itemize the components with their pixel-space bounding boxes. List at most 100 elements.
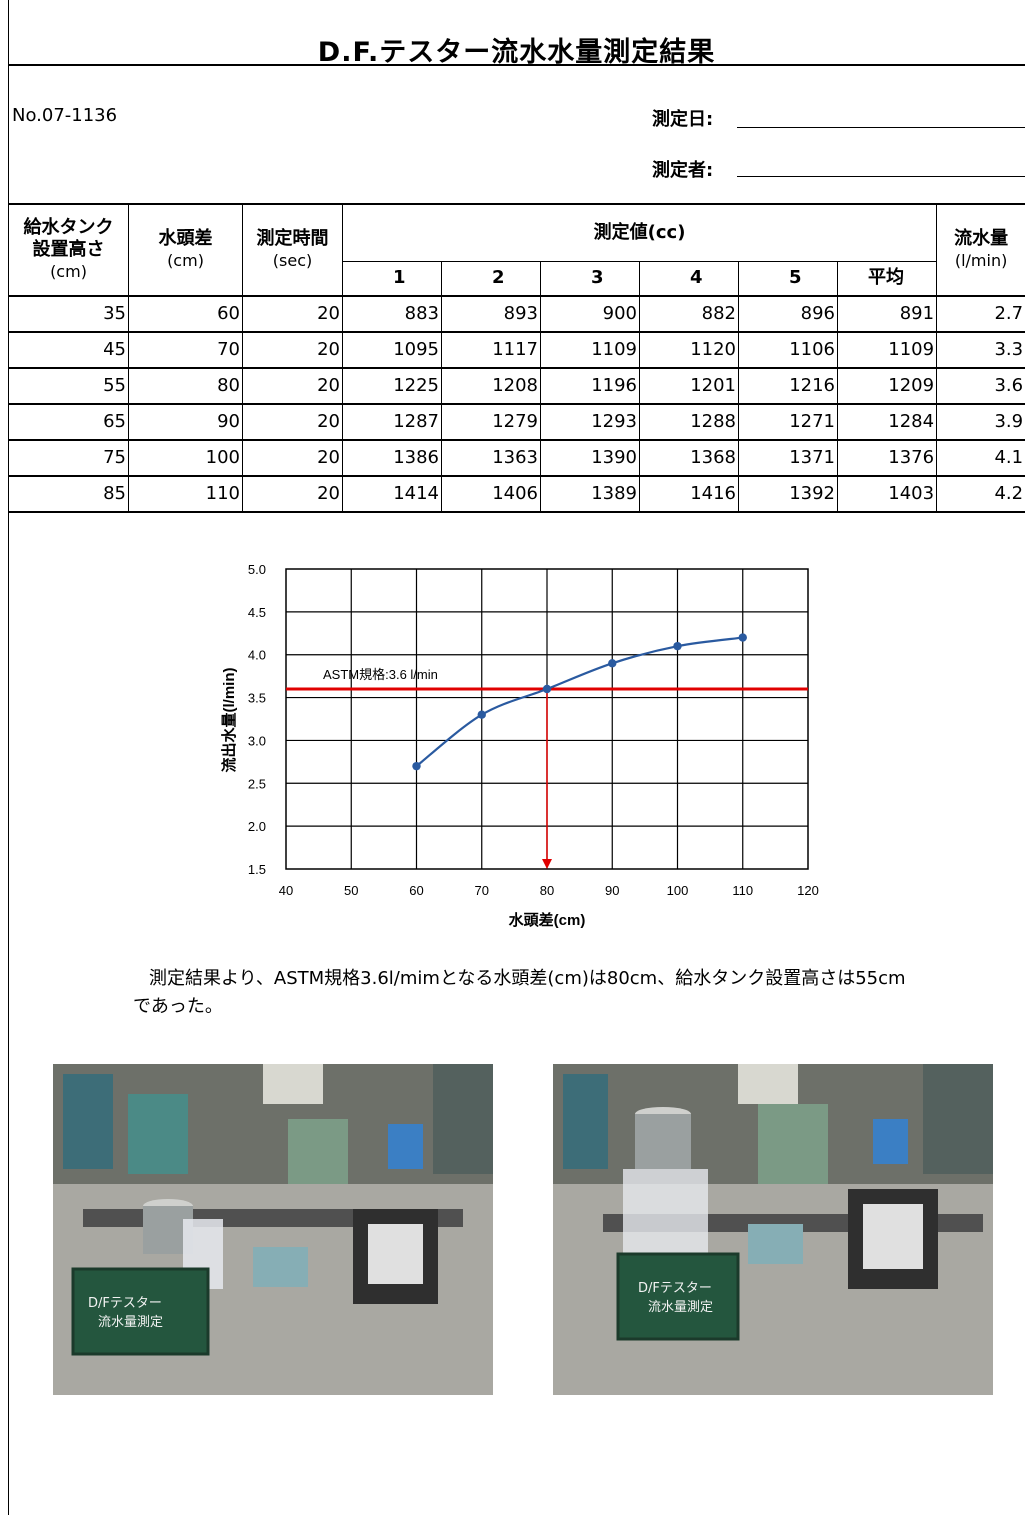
page-frame <box>8 0 9 1515</box>
table-cell: 75 <box>8 438 129 476</box>
table-cell: 70 <box>128 330 243 368</box>
photo-1-board-line-1: D/Fテスター <box>88 1296 162 1311</box>
table-row: 75 100 20 1386 1363 1390 1368 1371 1376 4.1 <box>8 438 1025 476</box>
table-row: 85 110 20 1414 1406 1389 1416 1392 1403 4.2 <box>8 474 1025 512</box>
table-cell: 896 <box>738 294 838 332</box>
table-cell: 1106 <box>738 330 838 368</box>
y-tick-label: 1.5 <box>248 862 266 877</box>
date-field-line <box>737 127 1025 128</box>
header-tank-height: 給水タンク設置高さ (cm) <box>8 203 129 296</box>
table-cell: 1271 <box>738 402 838 440</box>
x-tick-label: 40 <box>279 883 293 898</box>
chart-series <box>412 633 747 771</box>
header-tank-height-label: 給水タンク設置高さ <box>23 216 114 260</box>
y-tick-label: 2.5 <box>248 776 266 791</box>
table-cell: 35 <box>8 294 129 332</box>
photo-test-setup-1: D/Fテスター 流水量測定 <box>53 1064 493 1395</box>
header-measured: 測定値(cc) <box>341 203 938 262</box>
table-row: 55 80 20 1225 1208 1196 1201 1216 1209 3.6 <box>8 366 1025 404</box>
table-cell: 1371 <box>738 438 838 476</box>
table-cell: 1414 <box>342 474 442 512</box>
document-number: No.07-1136 <box>12 105 118 126</box>
table-cell: 3.9 <box>936 402 1025 440</box>
table-cell: 1363 <box>441 438 541 476</box>
table-cell: 900 <box>540 294 640 332</box>
header-trial-1: 1 <box>342 260 442 296</box>
x-axis-label: 水頭差(cm) <box>509 911 586 929</box>
header-trial-2: 2 <box>441 260 541 296</box>
table-cell: 80 <box>128 366 243 404</box>
y-tick-label: 3.0 <box>248 733 266 748</box>
photo-2-board-line-2: 流水量測定 <box>648 1300 713 1315</box>
y-tick-label: 2.0 <box>248 819 266 834</box>
table-cell: 4.2 <box>936 474 1025 512</box>
flow-data-point <box>608 659 617 668</box>
header-time: 測定時間 (sec) <box>242 203 343 296</box>
header-flow-unit: (l/min) <box>954 250 1008 270</box>
table-cell: 883 <box>342 294 442 332</box>
table-cell: 3.6 <box>936 366 1025 404</box>
photo-test-setup-2: D/Fテスター 流水量測定 <box>553 1064 993 1395</box>
measurement-table: 給水タンク設置高さ (cm) 水頭差 (cm) 測定時間 (sec) 測定値(c… <box>8 203 1025 513</box>
header-average: 平均 <box>836 260 938 296</box>
drop-arrow-head <box>542 859 552 869</box>
table-body: 35 60 20 883 893 900 882 896 891 2.7 45 70 20 1095 111… <box>8 294 1025 512</box>
table-cell: 20 <box>242 438 343 476</box>
flow-data-point <box>477 710 486 719</box>
table-cell: 1368 <box>639 438 739 476</box>
table-row: 35 60 20 883 893 900 882 896 891 2.7 <box>8 294 1025 332</box>
table-cell: 891 <box>836 294 938 332</box>
table-cell: 1279 <box>441 402 541 440</box>
photo-1-board-line-2: 流水量測定 <box>98 1315 163 1330</box>
title-divider <box>8 64 1025 66</box>
table-cell: 20 <box>242 294 343 332</box>
x-tick-label: 60 <box>409 883 423 898</box>
table-cell: 4.1 <box>936 438 1025 476</box>
table-cell: 1416 <box>639 474 739 512</box>
x-tick-label: 120 <box>797 883 819 898</box>
y-tick-label: 4.5 <box>248 605 266 620</box>
header-flow: 流水量 (l/min) <box>936 203 1025 296</box>
table-cell: 893 <box>441 294 541 332</box>
table-cell: 1287 <box>342 402 442 440</box>
table-cell: 2.7 <box>936 294 1025 332</box>
header-tank-height-unit: (cm) <box>50 261 87 281</box>
header-time-label: 測定時間 <box>256 227 329 249</box>
x-tick-label: 80 <box>540 883 554 898</box>
flow-series-line <box>415 636 743 768</box>
flow-chart-svg: 40 50 60 70 80 90 100 110 120 5.0 4.5 4.0 3.5 3.0 2.5 2… <box>220 562 819 929</box>
table-cell: 20 <box>242 474 343 512</box>
y-tick-label: 3.5 <box>248 691 266 706</box>
header-trial-5: 5 <box>738 260 838 296</box>
table-cell: 1117 <box>441 330 541 368</box>
table-cell: 3.3 <box>936 330 1025 368</box>
table-cell: 882 <box>639 294 739 332</box>
table-cell: 1288 <box>639 402 739 440</box>
reference-line-label: ASTM規格:3.6 l/min <box>323 667 438 682</box>
x-tick-label: 110 <box>732 883 753 898</box>
chart-ticks: 40 50 60 70 80 90 100 110 120 5.0 4.5 4.0 3.5 3.0 2.5 2… <box>248 562 819 898</box>
table-cell: 1284 <box>836 402 938 440</box>
table-cell: 100 <box>128 438 243 476</box>
table-cell: 1109 <box>836 330 938 368</box>
table-cell: 1386 <box>342 438 442 476</box>
table-cell: 65 <box>8 402 129 440</box>
table-cell: 1389 <box>540 474 640 512</box>
header-trial-4: 4 <box>639 260 739 296</box>
table-row: 65 90 20 1287 1279 1293 1288 1271 1284 3.9 <box>8 402 1025 440</box>
y-tick-label: 4.0 <box>248 648 266 663</box>
header-head-diff: 水頭差 (cm) <box>128 203 243 296</box>
table-cell: 1406 <box>441 474 541 512</box>
header-time-unit: (sec) <box>272 250 313 270</box>
table-cell: 1403 <box>836 474 938 512</box>
y-tick-label: 5.0 <box>248 562 266 577</box>
table-cell: 20 <box>242 330 343 368</box>
table-cell: 1109 <box>540 330 640 368</box>
x-tick-label: 90 <box>605 883 619 898</box>
flow-data-point <box>738 633 747 642</box>
table-cell: 1392 <box>738 474 838 512</box>
chart-reference <box>286 687 808 869</box>
table-cell: 45 <box>8 330 129 368</box>
flow-data-point <box>412 761 421 771</box>
table-cell: 1390 <box>540 438 640 476</box>
